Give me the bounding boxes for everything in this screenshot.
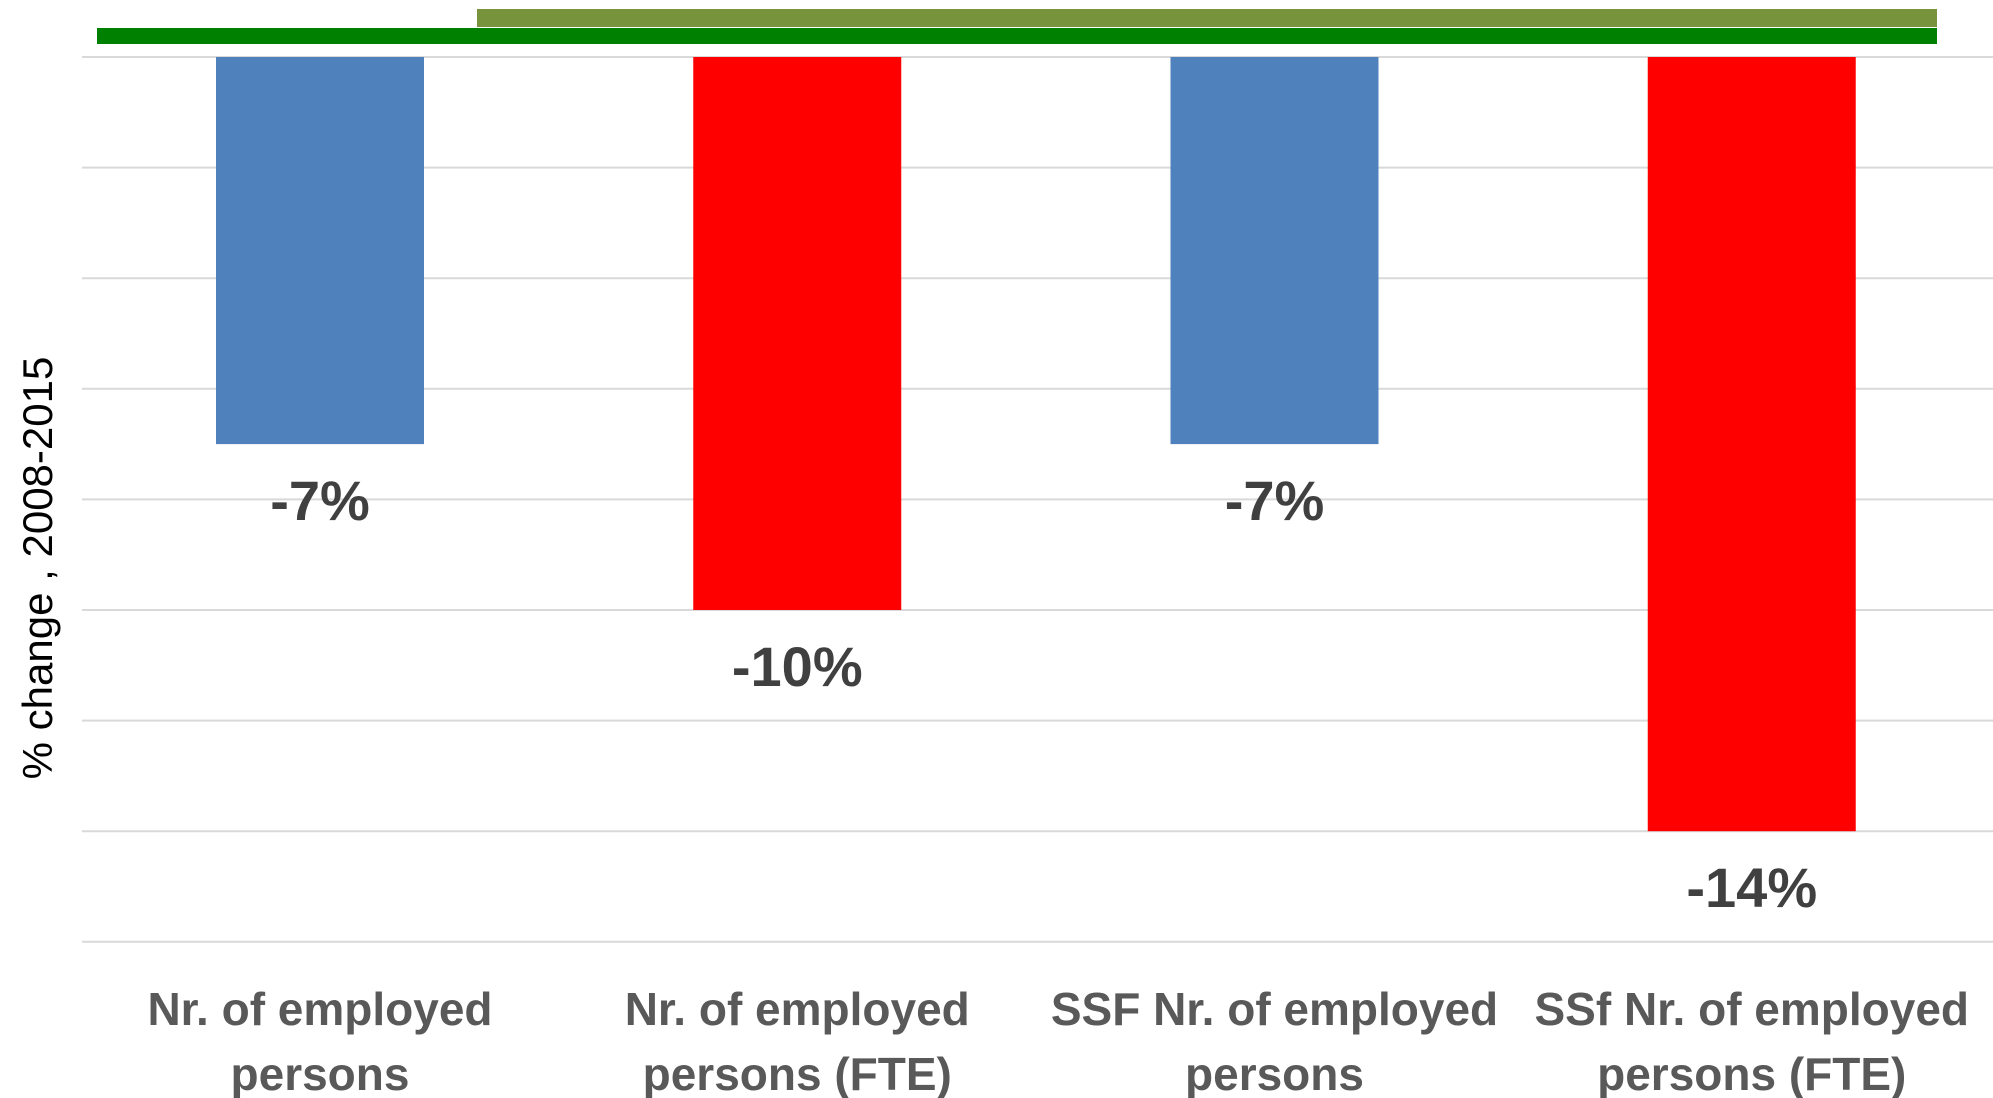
top-decoration-bands [97,9,1937,44]
top-band-green [97,28,1937,44]
category-label: Nr. of employed [625,983,970,1035]
data-label: -7% [1225,469,1325,532]
bar [693,57,901,610]
data-label: -14% [1686,856,1817,919]
category-label: persons (FTE) [643,1048,952,1098]
data-labels: -7% -10% -7% -14% [270,469,1817,919]
category-label: SSf Nr. of employed [1534,983,1969,1035]
data-label: -7% [270,469,370,532]
category-label: persons (FTE) [1597,1048,1906,1098]
bar [1171,57,1379,444]
bar [1648,57,1856,831]
bar [216,57,424,444]
bars [216,57,1856,831]
y-axis-title: % change , 2008-2015 [14,357,61,780]
category-label: persons [231,1048,410,1098]
category-labels: Nr. of employed persons Nr. of employed per… [147,983,1969,1098]
data-label: -10% [732,635,863,698]
top-band-olive [477,9,1937,27]
category-label: SSF Nr. of employed [1051,983,1498,1035]
category-label: Nr. of employed [147,983,492,1035]
category-label: persons [1185,1048,1364,1098]
